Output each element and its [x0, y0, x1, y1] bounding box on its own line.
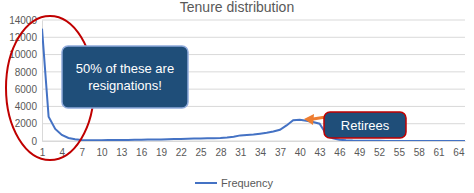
x-tick: 19	[156, 141, 168, 158]
x-tick-label: 25	[196, 147, 208, 158]
x-tick-label: 13	[116, 147, 128, 158]
x-tick: 16	[136, 141, 148, 158]
grid-line	[42, 20, 465, 21]
x-tick-label: 64	[453, 147, 465, 158]
x-tick: 58	[414, 141, 426, 158]
y-tick-label: 6000	[15, 84, 38, 95]
x-axis-line	[43, 141, 466, 142]
x-tick-label: 55	[394, 147, 406, 158]
x-tick: 40	[295, 141, 307, 158]
y-tick-label: 0	[31, 136, 37, 147]
x-tick: 52	[374, 141, 386, 158]
x-tick-label: 22	[176, 147, 188, 158]
x-tick: 13	[116, 141, 128, 158]
x-tick: 22	[176, 141, 188, 158]
plot-area	[42, 29, 465, 141]
arrow-head	[304, 114, 314, 125]
y-tick: 0	[31, 136, 42, 147]
x-tick-label: 28	[215, 147, 227, 158]
y-tick: 8000	[15, 67, 42, 78]
x-tick-label: 52	[374, 147, 386, 158]
x-tick: 49	[354, 141, 366, 158]
x-tick: 37	[275, 141, 287, 158]
legend-swatch	[195, 182, 217, 184]
x-tick: 31	[235, 141, 247, 158]
y-tick-label: 12000	[9, 32, 37, 43]
x-tick-label: 43	[315, 147, 327, 158]
x-tick-label: 31	[235, 147, 247, 158]
y-tick: 12000	[9, 32, 42, 43]
x-tick: 64	[453, 141, 465, 158]
x-tick: 46	[334, 141, 346, 158]
x-tick: 7	[79, 141, 85, 158]
y-axis: 0 2000 4000 6000 8000 10000 12000 14000	[9, 15, 42, 147]
title: Tenure distribution	[180, 0, 294, 15]
line	[42, 29, 465, 141]
legend-label: Frequency	[221, 177, 273, 189]
x-tick: 55	[394, 141, 406, 158]
annotations: 50% of these areresignations! Retirees	[6, 16, 406, 160]
x-tick: 34	[255, 141, 267, 158]
y-tick-label: 2000	[15, 118, 38, 129]
x-tick-label: 40	[295, 147, 307, 158]
x-axis: 1471013161922252831343740434649525558616…	[40, 141, 466, 158]
y-tick: 2000	[15, 118, 42, 129]
x-tick-label: 37	[275, 147, 287, 158]
y-tick-label: 10000	[9, 49, 37, 60]
x-tick: 61	[434, 141, 446, 158]
callout-box	[62, 46, 188, 108]
y-tick: 14000	[9, 15, 42, 26]
legend: Frequency	[195, 177, 273, 189]
x-tick-label: 19	[156, 147, 168, 158]
y-tick: 10000	[9, 49, 42, 60]
chart: Tenure distribution 0 2000 4000 6000 8000 1000…	[0, 0, 474, 193]
grid	[42, 20, 465, 141]
y-tick: 6000	[15, 84, 42, 95]
callout-text: Retirees	[341, 118, 390, 133]
x-tick: 25	[196, 141, 208, 158]
x-tick-label: 34	[255, 147, 267, 158]
grid-line	[42, 37, 465, 38]
x-tick: 28	[215, 141, 227, 158]
callout-box	[324, 112, 406, 138]
x-tick-label: 1	[40, 147, 46, 158]
x-tick-label: 61	[434, 147, 446, 158]
x-tick-label: 46	[334, 147, 346, 158]
y-tick-label: 4000	[15, 101, 38, 112]
y-tick-label: 8000	[15, 67, 38, 78]
y-tick: 4000	[15, 101, 42, 112]
x-tick: 1	[40, 141, 46, 158]
x-tick: 43	[315, 141, 327, 158]
x-tick-label: 16	[136, 147, 148, 158]
x-tick: 10	[96, 141, 108, 158]
callout-text: 50% of these areresignations!	[76, 61, 174, 93]
x-tick-label: 49	[354, 147, 366, 158]
x-tick-label: 10	[96, 147, 108, 158]
x-tick-label: 7	[79, 147, 85, 158]
x-tick-label: 58	[414, 147, 426, 158]
